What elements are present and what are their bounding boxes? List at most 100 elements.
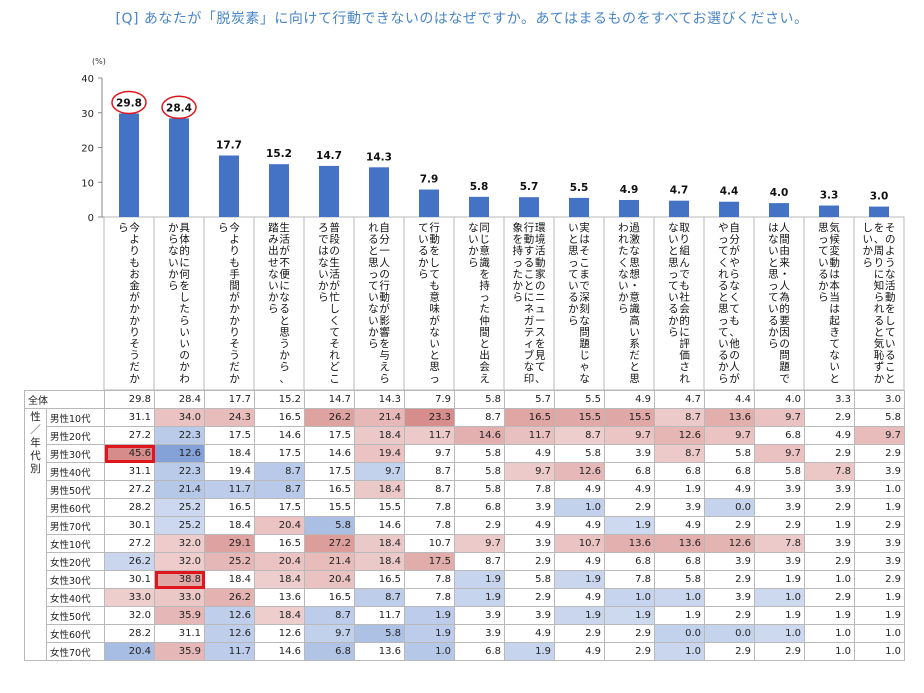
table-cell: 3.9 xyxy=(754,480,805,499)
data-label: 4.4 xyxy=(720,186,739,198)
table-cell: 4.9 xyxy=(704,480,755,499)
table-cell: 17.5 xyxy=(404,552,455,571)
table-cell: 1.0 xyxy=(854,642,905,661)
bar xyxy=(569,197,589,217)
table-cell: 2.9 xyxy=(604,624,655,643)
table-cell: 4.9 xyxy=(554,642,605,661)
table-cell: 29.8 xyxy=(104,390,155,409)
table-cell: 5.7 xyxy=(504,390,555,409)
table-row: 男性30代 45.6 12.6 18.4 17.5 14.6 19.4 9.7 5.8 4.9 5.… xyxy=(25,444,905,463)
table-cell: 20.4 xyxy=(254,516,305,535)
group-label-char: ／ xyxy=(30,424,41,436)
data-label: 29.8 xyxy=(116,97,142,109)
table-cell: 1.0 xyxy=(854,624,905,643)
table-cell: 18.4 xyxy=(204,516,255,535)
row-label: 男性60代 xyxy=(46,498,105,517)
table-cell: 2.9 xyxy=(454,516,505,535)
table-cell: 27.2 xyxy=(304,534,355,553)
table-cell: 13.6 xyxy=(604,534,655,553)
table-cell: 11.7 xyxy=(404,426,455,445)
table-cell: 1.0 xyxy=(404,642,455,661)
table-cell: 11.7 xyxy=(354,606,405,625)
table-cell: 16.5 xyxy=(304,480,355,499)
table-cell: 17.7 xyxy=(204,390,255,409)
table-cell: 6.8 xyxy=(654,462,705,481)
row-label: 男性40代 xyxy=(46,462,105,481)
category-label: 環境活動家のニュースを見て、行動することにネガティブな印象を持ったから xyxy=(513,221,546,385)
table-cell: 0.0 xyxy=(704,498,755,517)
row-label: 女性70代 xyxy=(46,642,105,661)
table-cell: 18.4 xyxy=(354,426,405,445)
table-cell: 2.9 xyxy=(804,588,855,607)
category-label: 具体的に何をしたらいいのかわからないから xyxy=(168,222,190,385)
table-cell: 16.5 xyxy=(354,570,405,589)
table-cell: 20.4 xyxy=(304,570,355,589)
table-cell: 6.8 xyxy=(604,462,655,481)
y-tick-label: 10 xyxy=(81,178,94,189)
table-cell: 27.2 xyxy=(104,426,155,445)
table-cell: 26.2 xyxy=(304,408,355,427)
table-cell: 4.9 xyxy=(554,480,605,499)
category-label: 今よりもお金がかかりそうだから xyxy=(118,221,140,385)
table-cell: 26.2 xyxy=(104,552,155,571)
table-cell: 6.8 xyxy=(604,552,655,571)
table-cell: 1.9 xyxy=(554,570,605,589)
table-cell: 28.2 xyxy=(104,624,155,643)
table-cell: 35.9 xyxy=(154,642,205,661)
table-cell: 14.3 xyxy=(354,390,405,409)
table-row: 男性20代 27.2 22.3 17.5 14.6 17.5 18.4 11.7 14.6 11.… xyxy=(25,426,905,445)
table-cell: 7.8 xyxy=(404,570,455,589)
table-cell: 15.5 xyxy=(304,498,355,517)
table-cell: 12.6 xyxy=(154,444,205,463)
table-cell: 4.0 xyxy=(754,390,805,409)
table-cell: 2.9 xyxy=(554,624,605,643)
table-cell: 21.4 xyxy=(354,408,405,427)
table-cell: 2.9 xyxy=(604,498,655,517)
category-label: 今よりも手間がかかりそうだから xyxy=(218,221,240,385)
table-cell: 3.9 xyxy=(754,498,805,517)
table-cell: 17.5 xyxy=(304,462,355,481)
table-cell: 2.9 xyxy=(804,498,855,517)
table-cell: 1.9 xyxy=(754,606,805,625)
table-cell: 2.9 xyxy=(504,588,555,607)
table-row: 女性20代 26.2 32.0 25.2 20.4 21.4 18.4 17.5 8.7 2.9 4… xyxy=(25,552,905,571)
table-cell: 4.9 xyxy=(554,588,605,607)
table-cell: 14.6 xyxy=(304,444,355,463)
table-cell: 1.9 xyxy=(404,606,455,625)
table-cell: 16.5 xyxy=(304,588,355,607)
table-cell: 12.6 xyxy=(254,624,305,643)
table-cell: 1.9 xyxy=(854,588,905,607)
table-cell: 28.4 xyxy=(154,390,205,409)
bar xyxy=(869,206,889,217)
table-cell: 9.7 xyxy=(504,462,555,481)
table-cell: 5.8 xyxy=(854,408,905,427)
table-cell: 7.8 xyxy=(404,498,455,517)
table-row: 女性60代 28.2 31.1 12.6 12.6 9.7 5.8 1.9 3.9 4.9 2.9 2… xyxy=(25,624,905,643)
table-cell: 3.9 xyxy=(454,606,505,625)
table-cell: 9.7 xyxy=(754,444,805,463)
table-cell: 1.0 xyxy=(804,642,855,661)
table-cell: 4.9 xyxy=(554,516,605,535)
row-label: 男性20代 xyxy=(46,426,105,445)
table-cell: 3.9 xyxy=(854,552,905,571)
table-cell: 8.7 xyxy=(254,480,305,499)
table-cell: 1.0 xyxy=(604,588,655,607)
table-cell: 2.9 xyxy=(704,642,755,661)
table-cell: 4.9 xyxy=(554,552,605,571)
y-tick-label: 30 xyxy=(81,109,94,120)
table-cell: 34.0 xyxy=(154,408,205,427)
table-cell: 1.0 xyxy=(804,570,855,589)
table-cell: 6.8 xyxy=(754,426,805,445)
data-label: 4.9 xyxy=(620,184,639,196)
table-cell: 14.6 xyxy=(254,426,305,445)
table-cell: 25.2 xyxy=(204,552,255,571)
table-cell: 4.9 xyxy=(604,390,655,409)
table-cell: 35.9 xyxy=(154,606,205,625)
table-cell: 1.9 xyxy=(854,606,905,625)
table-cell: 1.9 xyxy=(854,498,905,517)
row-label: 女性10代 xyxy=(46,534,105,553)
table-cell: 5.8 xyxy=(704,444,755,463)
table-cell: 7.8 xyxy=(754,534,805,553)
table-cell: 11.7 xyxy=(204,480,255,499)
table-cell: 7.8 xyxy=(404,516,455,535)
